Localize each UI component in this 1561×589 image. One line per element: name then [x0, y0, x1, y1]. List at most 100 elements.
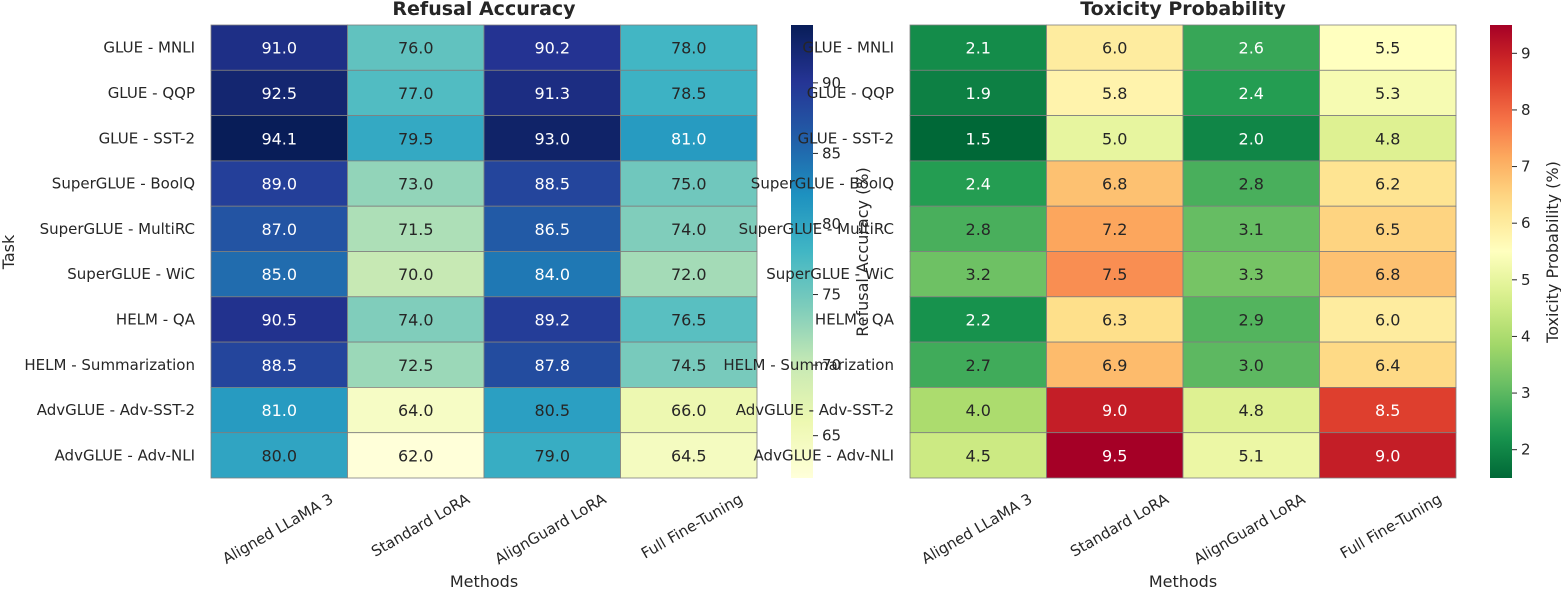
cell-value-label: 7.5	[1102, 265, 1127, 284]
cell-superglue-wic-aligned-llama-3	[909, 251, 1047, 298]
cell-value-label: 3.2	[966, 265, 991, 284]
cell-value-label: 89.0	[261, 175, 297, 194]
colorbar-scale	[1490, 25, 1512, 478]
cell-value-label: 6.9	[1102, 356, 1127, 375]
colorbar-tick-label: 6	[1521, 214, 1531, 232]
cell-value-label: 80.0	[261, 446, 297, 465]
cell-value-label: 6.0	[1102, 39, 1127, 58]
cell-value-label: 6.5	[1375, 220, 1400, 239]
cell-value-label: 72.0	[671, 265, 707, 284]
row-label-glue-qqp: GLUE - QQP	[108, 84, 195, 102]
row-label-advglue-adv-nli: AdvGLUE - Adv-NLI	[55, 446, 195, 464]
cell-helm-summarization-aligned-llama-3	[210, 341, 348, 388]
cell-advglue-adv-sst-2-alignguard-lora	[1182, 386, 1320, 434]
row-label-superglue-multirc: SuperGLUE - MultiRC	[739, 220, 894, 238]
row-label-glue-sst-2: GLUE - SST-2	[99, 129, 195, 147]
cell-glue-mnli-full-fine-tuning	[1319, 24, 1457, 71]
cell-value-label: 88.5	[534, 175, 570, 194]
colorbar-tick-label: 75	[822, 286, 841, 304]
cell-helm-qa-alignguard-lora	[1182, 296, 1320, 343]
toxicity-probability-heatmap: Toxicity Probability 2.1 6.0 2.6 5.51.9 5.8 2…	[723, 0, 1561, 589]
refusal-accuracy-heatmap: Refusal Accuracy 91.0 76.0 90.2 78.0 92.5 77.…	[0, 0, 872, 589]
cell-value-label: 93.0	[534, 129, 570, 148]
cell-superglue-multirc-aligned-llama-3	[909, 205, 1047, 252]
row-label-helm-summarization: HELM - Summarization	[723, 356, 894, 374]
cell-value-label: 2.0	[1239, 129, 1264, 148]
cell-glue-mnli-standard-lora	[347, 24, 485, 71]
cell-value-label: 1.5	[966, 129, 991, 148]
colorbar-tick-label: 8	[1521, 101, 1531, 119]
cell-value-label: 89.2	[534, 310, 570, 329]
cell-glue-sst-2-standard-lora	[1046, 115, 1184, 162]
cell-value-label: 2.8	[966, 220, 991, 239]
colorbar-tick-label: 5	[1521, 271, 1531, 289]
toxicity-probability-cells: 2.1 6.0 2.6 5.5 1.9 5.8 2.4 5.3 1.5 5.0 2.0 4.8 2.4 6…	[909, 24, 1457, 479]
colorbar-scale	[791, 25, 813, 478]
cell-helm-qa-alignguard-lora	[483, 296, 621, 343]
cell-advglue-adv-nli-full-fine-tuning	[1319, 432, 1457, 479]
cell-value-label: 88.5	[261, 356, 297, 375]
cell-value-label: 87.0	[261, 220, 297, 239]
cell-value-label: 5.3	[1375, 84, 1400, 103]
cell-value-label: 70.0	[398, 265, 434, 284]
cell-glue-sst-2-alignguard-lora	[1182, 115, 1320, 162]
cell-helm-summarization-alignguard-lora	[1182, 341, 1320, 388]
cell-superglue-wic-full-fine-tuning	[620, 251, 758, 298]
cell-glue-sst-2-full-fine-tuning	[620, 115, 758, 162]
cell-value-label: 76.0	[398, 39, 434, 58]
cell-value-label: 74.0	[671, 220, 707, 239]
cell-value-label: 62.0	[398, 446, 434, 465]
cell-value-label: 87.8	[534, 356, 570, 375]
toxicity-probability-x-axis-label: Methods	[1149, 572, 1217, 589]
cell-value-label: 6.8	[1102, 175, 1127, 194]
toxicity-probability-colorbar: 2 3 4 5 6 7 8 9	[1490, 25, 1531, 478]
column-label-alignguard-lora: AlignGuard LoRA	[492, 490, 610, 569]
cell-value-label: 66.0	[671, 401, 707, 420]
cell-superglue-boolq-alignguard-lora	[1182, 160, 1320, 207]
cell-value-label: 2.9	[1239, 310, 1264, 329]
cell-value-label: 4.5	[966, 446, 991, 465]
cell-superglue-wic-alignguard-lora	[483, 251, 621, 298]
cell-value-label: 7.2	[1102, 220, 1127, 239]
cell-helm-qa-aligned-llama-3	[210, 296, 348, 343]
cell-value-label: 72.5	[398, 356, 434, 375]
cell-advglue-adv-sst-2-standard-lora	[1046, 386, 1184, 434]
cell-value-label: 3.3	[1239, 265, 1264, 284]
cell-advglue-adv-nli-alignguard-lora	[483, 432, 621, 479]
cell-helm-summarization-alignguard-lora	[483, 341, 621, 388]
cell-superglue-multirc-aligned-llama-3	[210, 205, 348, 252]
row-label-superglue-multirc: SuperGLUE - MultiRC	[40, 220, 195, 238]
cell-value-label: 1.9	[966, 84, 991, 103]
cell-glue-mnli-standard-lora	[1046, 24, 1184, 71]
colorbar-tick-label: 65	[822, 427, 841, 445]
row-label-advglue-adv-sst-2: AdvGLUE - Adv-SST-2	[736, 401, 894, 419]
cell-superglue-boolq-full-fine-tuning	[1319, 160, 1457, 207]
cell-value-label: 78.0	[671, 39, 707, 58]
cell-value-label: 86.5	[534, 220, 570, 239]
column-label-full-fine-tuning: Full Fine-Tuning	[638, 490, 746, 563]
column-label-alignguard-lora: AlignGuard LoRA	[1191, 490, 1309, 569]
cell-glue-qqp-alignguard-lora	[1182, 69, 1320, 117]
toxicity-probability-column-labels: Aligned LLaMA 3 Standard LoRA AlignGuard L…	[918, 490, 1444, 569]
cell-glue-qqp-standard-lora	[1046, 69, 1184, 117]
cell-superglue-wic-full-fine-tuning	[1319, 251, 1457, 298]
row-label-superglue-wic: SuperGLUE - WiC	[67, 265, 195, 283]
row-label-helm-qa: HELM - QA	[815, 310, 895, 328]
colorbar-tick-label: 80	[822, 215, 841, 233]
cell-helm-summarization-full-fine-tuning	[1319, 341, 1457, 388]
cell-glue-qqp-full-fine-tuning	[620, 69, 758, 117]
cell-value-label: 6.3	[1102, 310, 1127, 329]
cell-superglue-multirc-full-fine-tuning	[620, 205, 758, 252]
cell-value-label: 76.5	[671, 310, 707, 329]
cell-glue-mnli-full-fine-tuning	[620, 24, 758, 71]
cell-value-label: 8.5	[1375, 401, 1400, 420]
cell-superglue-boolq-standard-lora	[347, 160, 485, 207]
column-label-aligned-llama-3: Aligned LLaMA 3	[918, 490, 1035, 568]
colorbar-tick-label: 90	[822, 74, 841, 92]
cell-value-label: 74.0	[398, 310, 434, 329]
cell-value-label: 2.4	[1239, 84, 1264, 103]
cell-advglue-adv-nli-aligned-llama-3	[210, 432, 348, 479]
refusal-accuracy-x-axis-label: Methods	[450, 572, 518, 589]
cell-value-label: 3.1	[1239, 220, 1264, 239]
row-label-superglue-boolq: SuperGLUE - BoolQ	[751, 175, 894, 193]
